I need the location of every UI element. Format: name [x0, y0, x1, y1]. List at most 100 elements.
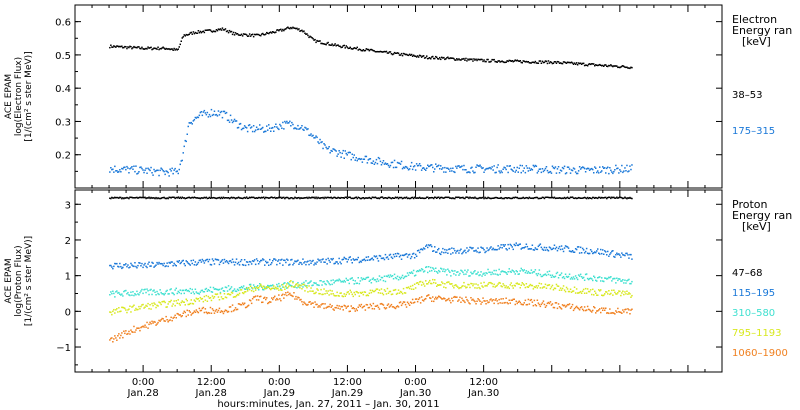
data-point — [118, 307, 120, 309]
data-point — [461, 270, 463, 272]
data-point — [341, 280, 343, 283]
data-point — [462, 168, 464, 171]
data-point — [443, 251, 445, 254]
data-point — [359, 197, 362, 200]
data-point — [178, 291, 180, 294]
data-point — [577, 170, 580, 172]
data-point — [621, 280, 623, 282]
data-point — [615, 254, 617, 256]
data-point — [165, 315, 167, 318]
data-point — [229, 31, 232, 33]
data-point — [414, 253, 417, 256]
data-point — [512, 196, 514, 199]
data-point — [577, 62, 580, 64]
data-point — [114, 335, 116, 337]
data-point — [631, 164, 633, 166]
data-point — [501, 171, 503, 174]
x-tick-label-date: Jan.30 — [467, 388, 499, 399]
data-point — [489, 299, 491, 301]
data-point — [110, 337, 112, 340]
data-point — [468, 249, 470, 251]
data-point — [349, 289, 351, 292]
data-point — [531, 169, 534, 171]
data-point — [215, 293, 218, 296]
data-point — [611, 65, 613, 67]
data-point — [113, 265, 115, 268]
data-point — [306, 286, 308, 289]
data-point — [435, 55, 437, 58]
data-point — [461, 285, 463, 288]
data-point — [512, 287, 514, 289]
data-point — [630, 309, 632, 311]
data-point — [274, 287, 276, 290]
data-point — [283, 286, 285, 288]
data-point — [446, 57, 448, 59]
data-point — [353, 47, 355, 49]
data-point — [150, 288, 152, 291]
data-point — [181, 196, 183, 198]
data-point — [180, 160, 182, 162]
data-point — [291, 121, 293, 124]
data-point — [316, 136, 318, 139]
data-point — [500, 170, 502, 172]
data-point — [408, 53, 411, 56]
data-point — [279, 123, 281, 126]
data-point — [404, 165, 407, 168]
data-point — [546, 302, 549, 305]
data-point — [545, 166, 548, 168]
data-point — [391, 257, 394, 260]
data-point — [478, 165, 480, 167]
data-point — [315, 291, 317, 294]
data-point — [252, 284, 255, 286]
data-point — [474, 287, 476, 289]
data-point — [229, 260, 232, 262]
data-point — [558, 172, 561, 174]
data-point — [556, 285, 559, 287]
data-point — [156, 197, 158, 200]
data-point — [491, 166, 493, 168]
data-point — [594, 197, 596, 199]
data-point — [470, 271, 472, 274]
data-point — [599, 290, 601, 292]
data-point — [416, 55, 419, 57]
data-point — [502, 270, 504, 273]
data-point — [408, 253, 411, 256]
data-point — [620, 294, 622, 297]
data-point — [315, 41, 317, 44]
data-point — [159, 169, 161, 172]
data-point — [461, 58, 463, 60]
data-point — [356, 159, 358, 162]
data-point — [305, 285, 307, 287]
data-point — [586, 65, 589, 67]
data-point — [407, 302, 410, 305]
data-point — [449, 57, 451, 60]
data-point — [373, 50, 376, 52]
data-point — [416, 250, 419, 252]
data-point — [222, 290, 225, 292]
data-point — [436, 285, 438, 287]
data-point — [394, 288, 397, 291]
data-point — [343, 157, 345, 159]
data-point — [122, 197, 124, 199]
data-point — [326, 263, 328, 265]
data-point — [399, 278, 402, 280]
data-point — [398, 256, 401, 258]
data-point — [189, 122, 191, 124]
data-point — [425, 245, 427, 247]
data-point — [497, 164, 499, 166]
data-point — [514, 171, 516, 173]
data-point — [125, 330, 127, 332]
data-point — [139, 308, 141, 310]
data-point — [487, 196, 489, 199]
data-point — [402, 277, 405, 280]
data-point — [517, 301, 519, 303]
data-point — [560, 197, 563, 200]
data-point — [559, 62, 562, 64]
data-point — [402, 197, 405, 199]
data-point — [597, 248, 599, 250]
data-point — [127, 309, 129, 311]
data-point — [630, 66, 632, 69]
data-point — [296, 287, 298, 289]
data-point — [505, 272, 507, 274]
data-point — [177, 48, 179, 50]
